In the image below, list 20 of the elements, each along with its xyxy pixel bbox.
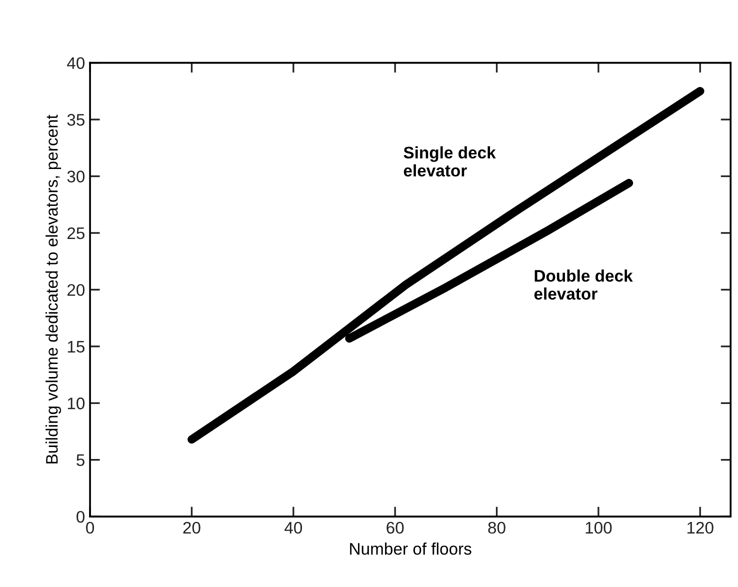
x-tick-label: 60 — [386, 522, 404, 534]
y-tick-label: 25 — [67, 227, 84, 240]
x-tick-label: 80 — [488, 522, 506, 534]
x-tick-label: 0 — [86, 522, 94, 534]
y-tick-label: 20 — [67, 284, 85, 296]
y-axis-title: Building volume dedicated to elevators, percent — [46, 114, 62, 464]
y-tick-label: 0 — [76, 510, 85, 523]
y-tick-label: 35 — [67, 114, 84, 126]
x-tick-label: 20 — [183, 522, 200, 534]
series-label: Double deck elevator — [534, 270, 633, 300]
y-tick-label: 30 — [67, 170, 85, 182]
x-tick-label: 120 — [687, 522, 714, 534]
y-tick-label: 5 — [76, 454, 84, 466]
y-tick-label: 15 — [68, 340, 84, 353]
x-tick-label: 100 — [586, 522, 612, 534]
x-tick-label: 40 — [284, 522, 302, 534]
y-tick-label: 10 — [68, 398, 85, 410]
text: Single deck elevator — [404, 146, 496, 177]
x-axis-title: Number of floors — [350, 542, 472, 555]
y-tick-label: 40 — [67, 57, 85, 70]
